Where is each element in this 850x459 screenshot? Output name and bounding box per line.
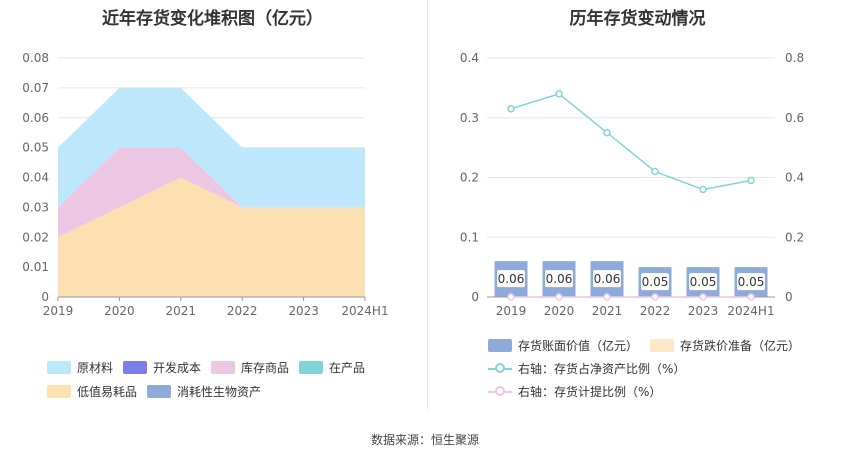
x-tick-label: 2023 [688, 304, 719, 318]
legend-item-wip[interactable]: 在产品 [299, 359, 365, 376]
legend-swatch [47, 385, 71, 398]
bar-value-label: 0.05 [690, 275, 717, 289]
bar-label-bg [641, 273, 669, 291]
legend-swatch [299, 361, 323, 374]
point-provision-ratio [603, 293, 611, 301]
legend-label: 原材料 [77, 361, 114, 375]
legend-swatch [488, 339, 512, 352]
legend-item-low-value[interactable]: 低值易耗品 [47, 383, 137, 400]
x-tick-label: 2024H1 [341, 304, 388, 318]
right-chart-title: 历年存货变动情况 [569, 9, 706, 29]
point-provision-ratio [747, 293, 755, 301]
legend-line-marker [488, 362, 512, 376]
y-tick-label: 0.04 [22, 171, 49, 185]
legend-swatch [211, 361, 235, 374]
point-net-asset-ratio [651, 167, 659, 176]
bar-label-bg [545, 270, 573, 288]
legend-item-net-asset-ratio[interactable]: 右轴：存货占净资产比例（%） [488, 360, 685, 377]
x-tick-label: 2019 [496, 304, 527, 318]
point-net-asset-ratio [507, 105, 515, 113]
x-tick-label: 2022 [640, 304, 671, 318]
y-tick-label: 0.02 [22, 230, 49, 244]
bar-value-label: 0.06 [546, 272, 573, 286]
panel-divider [427, 0, 428, 410]
y-left-tick-label: 0.1 [460, 230, 479, 244]
bar-value-label: 0.06 [594, 272, 621, 286]
y-tick-label: 0.03 [22, 200, 49, 214]
legend-label: 存货账面价值（亿元） [518, 339, 639, 353]
legend-item-provision-ratio[interactable]: 右轴：存货计提比例（%） [488, 383, 661, 400]
point-net-asset-ratio [603, 128, 611, 137]
x-tick-label: 2021 [166, 304, 197, 318]
bar-label-bg [689, 273, 717, 291]
y-right-tick-label: 0.6 [785, 111, 804, 125]
legend-swatch [147, 385, 171, 398]
stacked-area-chart: 0 0.01 0.02 0.03 0.04 0.05 0.06 0.07 0.08 2019 202… [22, 51, 388, 318]
point-provision-ratio [555, 293, 563, 301]
bar-label-bg [497, 270, 525, 288]
y-right-tick-label: 0.4 [785, 171, 804, 185]
point-net-asset-ratio [747, 176, 755, 185]
y-right-tick-label: 0.8 [785, 51, 804, 65]
bar-value-label: 0.06 [498, 272, 525, 286]
y-right-tick-label: 0 [785, 290, 793, 304]
x-tick-label: 2020 [544, 304, 575, 318]
point-provision-ratio [507, 293, 515, 301]
legend-item-book-value[interactable]: 存货账面价值（亿元） [488, 337, 638, 354]
legend-item-bio-assets[interactable]: 消耗性生物资产 [147, 383, 261, 400]
legend-label: 右轴：存货占净资产比例（%） [518, 362, 686, 376]
y-left-tick-label: 0.4 [460, 51, 479, 65]
y-tick-label: 0.08 [22, 51, 49, 65]
legend-item-raw-materials[interactable]: 原材料 [47, 359, 113, 376]
legend-label: 库存商品 [241, 361, 290, 375]
legend-swatch [650, 339, 674, 352]
y-tick-label: 0.07 [22, 81, 49, 95]
area-raw-materials [58, 87, 365, 208]
x-tick-label: 2021 [592, 304, 623, 318]
bar-value-label: 0.05 [738, 275, 765, 289]
bar-label-bg [593, 270, 621, 288]
x-tick-label: 2019 [43, 304, 74, 318]
legend-swatch [123, 361, 147, 374]
x-tick-label: 2023 [288, 304, 319, 318]
legend-label: 低值易耗品 [77, 385, 138, 399]
line-net-asset-ratio [510, 93, 752, 191]
legend-label: 右轴：存货计提比例（%） [518, 385, 662, 399]
y-tick-label: 0.05 [22, 141, 49, 155]
x-tick-label: 2024H1 [727, 304, 774, 318]
point-net-asset-ratio [555, 90, 563, 98]
y-left-tick-label: 0.2 [460, 171, 479, 185]
legend-item-dev-cost[interactable]: 开发成本 [123, 359, 201, 376]
legend-label: 在产品 [329, 361, 366, 375]
legend-swatch [47, 361, 71, 374]
legend-label: 消耗性生物资产 [177, 385, 262, 399]
legend-label: 存货跌价准备（亿元） [680, 339, 801, 353]
area-finished-goods [58, 147, 365, 238]
legend-line-marker [488, 385, 512, 399]
y-left-tick-label: 0.3 [460, 111, 479, 125]
point-provision-ratio [699, 293, 707, 301]
bar-line-chart: 0 0.1 0.2 0.3 0.4 0 0.2 0.4 0.6 0.8 0.06 0.06 0.06 0.… [460, 51, 804, 318]
y-tick-label: 0 [41, 290, 49, 304]
y-right-tick-label: 0.2 [785, 230, 804, 244]
bar-value-label: 0.05 [642, 275, 669, 289]
legend-item-impairment[interactable]: 存货跌价准备（亿元） [650, 337, 800, 354]
y-tick-label: 0.01 [22, 260, 49, 274]
data-source-note: 数据来源：恒生聚源 [370, 433, 479, 447]
y-left-tick-label: 0 [471, 290, 479, 304]
point-provision-ratio [651, 293, 659, 301]
x-tick-label: 2020 [104, 304, 135, 318]
left-chart-title: 近年存货变化堆积图（亿元） [102, 9, 323, 29]
legend-item-finished-goods[interactable]: 库存商品 [211, 359, 289, 376]
y-tick-label: 0.06 [22, 111, 49, 125]
bar-label-bg [737, 273, 765, 291]
legend-label: 开发成本 [153, 361, 202, 375]
point-net-asset-ratio [699, 185, 707, 194]
x-tick-label: 2022 [227, 304, 258, 318]
